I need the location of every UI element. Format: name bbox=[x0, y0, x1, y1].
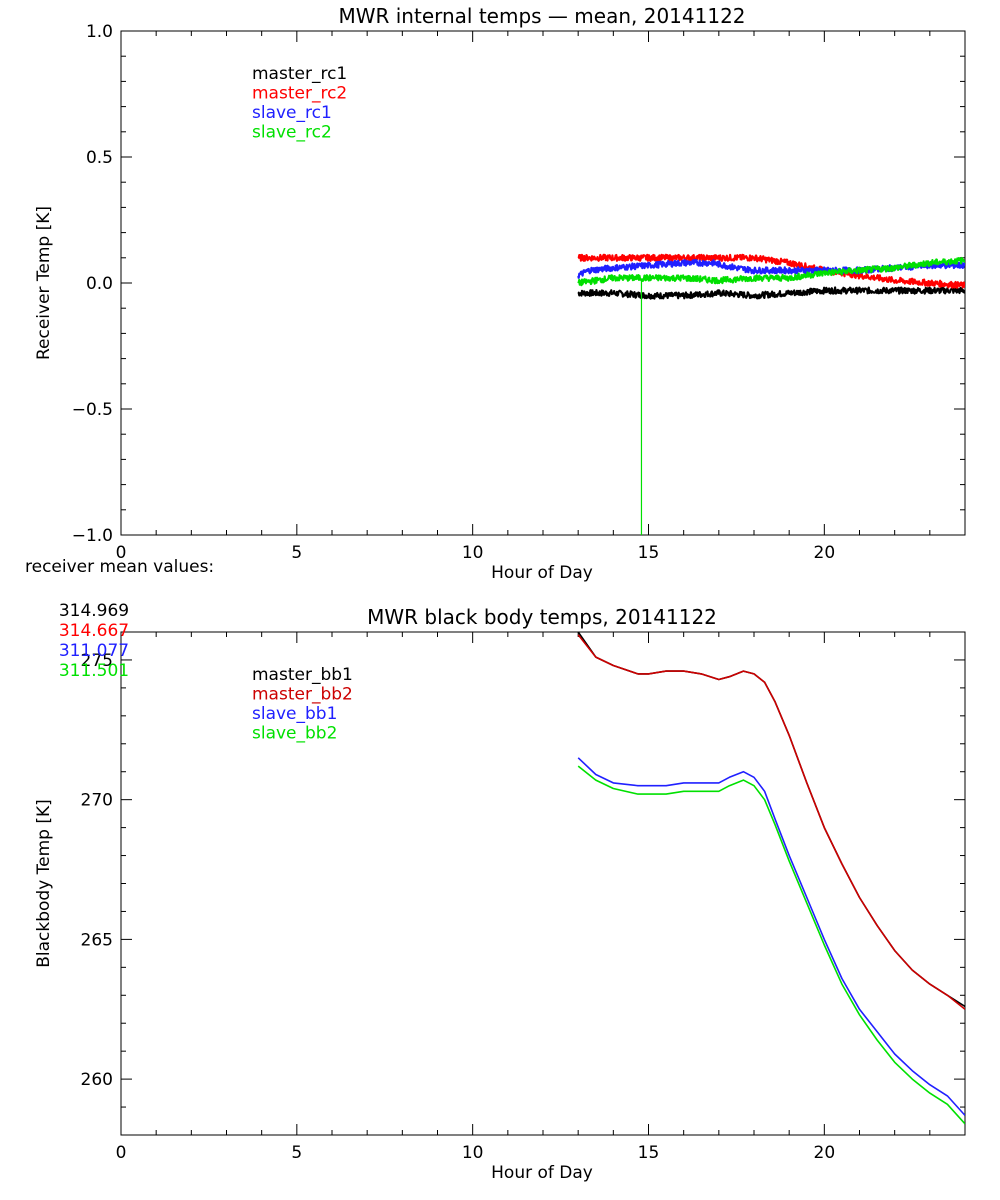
legend-entry: slave_bb1 bbox=[252, 704, 337, 724]
x-tick-label: 0 bbox=[116, 1143, 127, 1163]
x-axis-label: Hour of Day bbox=[491, 563, 593, 583]
legend-entry: slave_rc1 bbox=[252, 103, 332, 123]
y-tick-label: 265 bbox=[81, 930, 113, 950]
series-line-slave_bb2 bbox=[577, 765, 965, 1125]
plot-frame bbox=[120, 631, 966, 1136]
y-tick-label: 270 bbox=[81, 791, 113, 811]
x-tick-label: 5 bbox=[291, 1143, 302, 1163]
x-tick-label: 0 bbox=[116, 543, 127, 563]
chart-title: MWR internal temps — mean, 20141122 bbox=[338, 4, 745, 28]
x-tick-label: 20 bbox=[814, 1143, 836, 1163]
receiver-mean-value: 311.501 bbox=[58, 661, 130, 681]
legend-entry: master_bb1 bbox=[252, 665, 353, 685]
chart-title: MWR black body temps, 20141122 bbox=[367, 605, 717, 629]
y-tick-label: 1.0 bbox=[86, 22, 113, 42]
receiver-mean-values: 314.969 314.667 311.077 311.501 bbox=[48, 581, 143, 681]
series-line-master_rc1 bbox=[577, 286, 965, 300]
series-line-slave_rc2 bbox=[577, 256, 965, 287]
receiver-mean-label: receiver mean values: bbox=[25, 557, 215, 577]
receiver-temp-chart: 0 5 10 15 20 −1.0 −0.5 0.0 0.5 1.0 MWR internal te… bbox=[34, 4, 966, 583]
y-tick-label: 0.5 bbox=[86, 148, 113, 168]
series-line-master_bb1 bbox=[577, 632, 965, 1008]
legend-entry: master_rc1 bbox=[252, 64, 347, 84]
x-axis-label: Hour of Day bbox=[491, 1163, 593, 1183]
x-tick-label: 5 bbox=[291, 543, 302, 563]
legend-entry: slave_rc2 bbox=[252, 123, 332, 143]
receiver-mean-value: 314.969 bbox=[58, 601, 130, 621]
y-tick-label: 275 bbox=[81, 651, 113, 671]
x-tick-label: 10 bbox=[462, 1143, 484, 1163]
legend-entry: master_rc2 bbox=[252, 84, 347, 104]
plot-frame bbox=[120, 30, 966, 536]
y-tick-label: −0.5 bbox=[72, 400, 113, 420]
y-tick-label: 260 bbox=[81, 1070, 113, 1090]
series-line-master_bb2 bbox=[577, 634, 965, 1010]
x-tick-label: 15 bbox=[638, 1143, 660, 1163]
x-tick-label: 15 bbox=[638, 543, 660, 563]
series-line-master_rc2 bbox=[577, 253, 965, 289]
y-axis-label: Receiver Temp [K] bbox=[34, 206, 54, 360]
y-tick-label: −1.0 bbox=[72, 526, 113, 546]
y-tick-label: 0.0 bbox=[86, 274, 113, 294]
blackbody-temp-chart: 0 5 10 15 20 260 265 270 275 MWR black body temps… bbox=[34, 605, 966, 1183]
y-axis-label: Blackbody Temp [K] bbox=[34, 799, 54, 968]
x-tick-label: 10 bbox=[462, 543, 484, 563]
series-line-slave_bb1 bbox=[577, 757, 965, 1116]
x-tick-label: 20 bbox=[814, 543, 836, 563]
legend-entry: slave_bb2 bbox=[252, 724, 337, 744]
legend-entry: master_bb2 bbox=[252, 685, 353, 705]
receiver-mean-value: 311.077 bbox=[58, 641, 130, 661]
receiver-mean-value: 314.667 bbox=[58, 621, 130, 641]
